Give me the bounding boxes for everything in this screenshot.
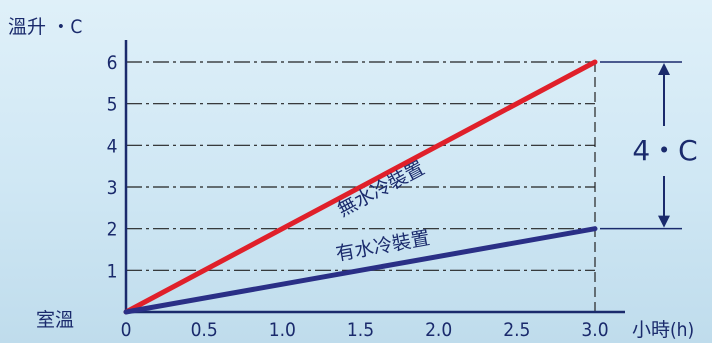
difference-annotation: 4・C	[600, 61, 698, 230]
x-tick-label-2.0: 2.0	[425, 319, 452, 341]
axes	[124, 40, 625, 314]
arrowhead-up-icon	[658, 63, 670, 75]
y-tick-label-2: 2	[107, 219, 118, 241]
x-axis-label: 小時(h)	[632, 319, 694, 341]
tick-labels: 1 2 3 4 5 6 0 0.5 1.0 1.5 2.0 2.5 3.0	[107, 52, 609, 341]
y-tick-label-6: 6	[107, 52, 118, 74]
y-tick-label-1: 1	[107, 260, 118, 282]
arrowhead-down-icon	[658, 215, 670, 228]
y-tick-label-4: 4	[107, 135, 118, 157]
series-line-0	[123, 59, 598, 315]
x-tick-label-1.5: 1.5	[347, 319, 374, 341]
room-temp-label: 室溫	[36, 309, 74, 331]
series-layer	[123, 59, 598, 315]
y-tick-label-3: 3	[107, 177, 118, 199]
x-tick-label-2.5: 2.5	[503, 319, 530, 341]
x-tick-label-1.0: 1.0	[269, 319, 296, 341]
x-tick-label-3.0: 3.0	[581, 319, 608, 341]
y-tick-label-5: 5	[107, 94, 118, 116]
y-axis-label: 溫升 ・C	[8, 16, 82, 38]
x-tick-label-0: 0	[121, 319, 132, 341]
series-line-1	[123, 226, 598, 315]
series-label-no-cooling: 無水冷裝置	[334, 157, 428, 221]
x-tick-label-0.5: 0.5	[191, 319, 218, 341]
annotation-label: 4・C	[632, 134, 697, 167]
